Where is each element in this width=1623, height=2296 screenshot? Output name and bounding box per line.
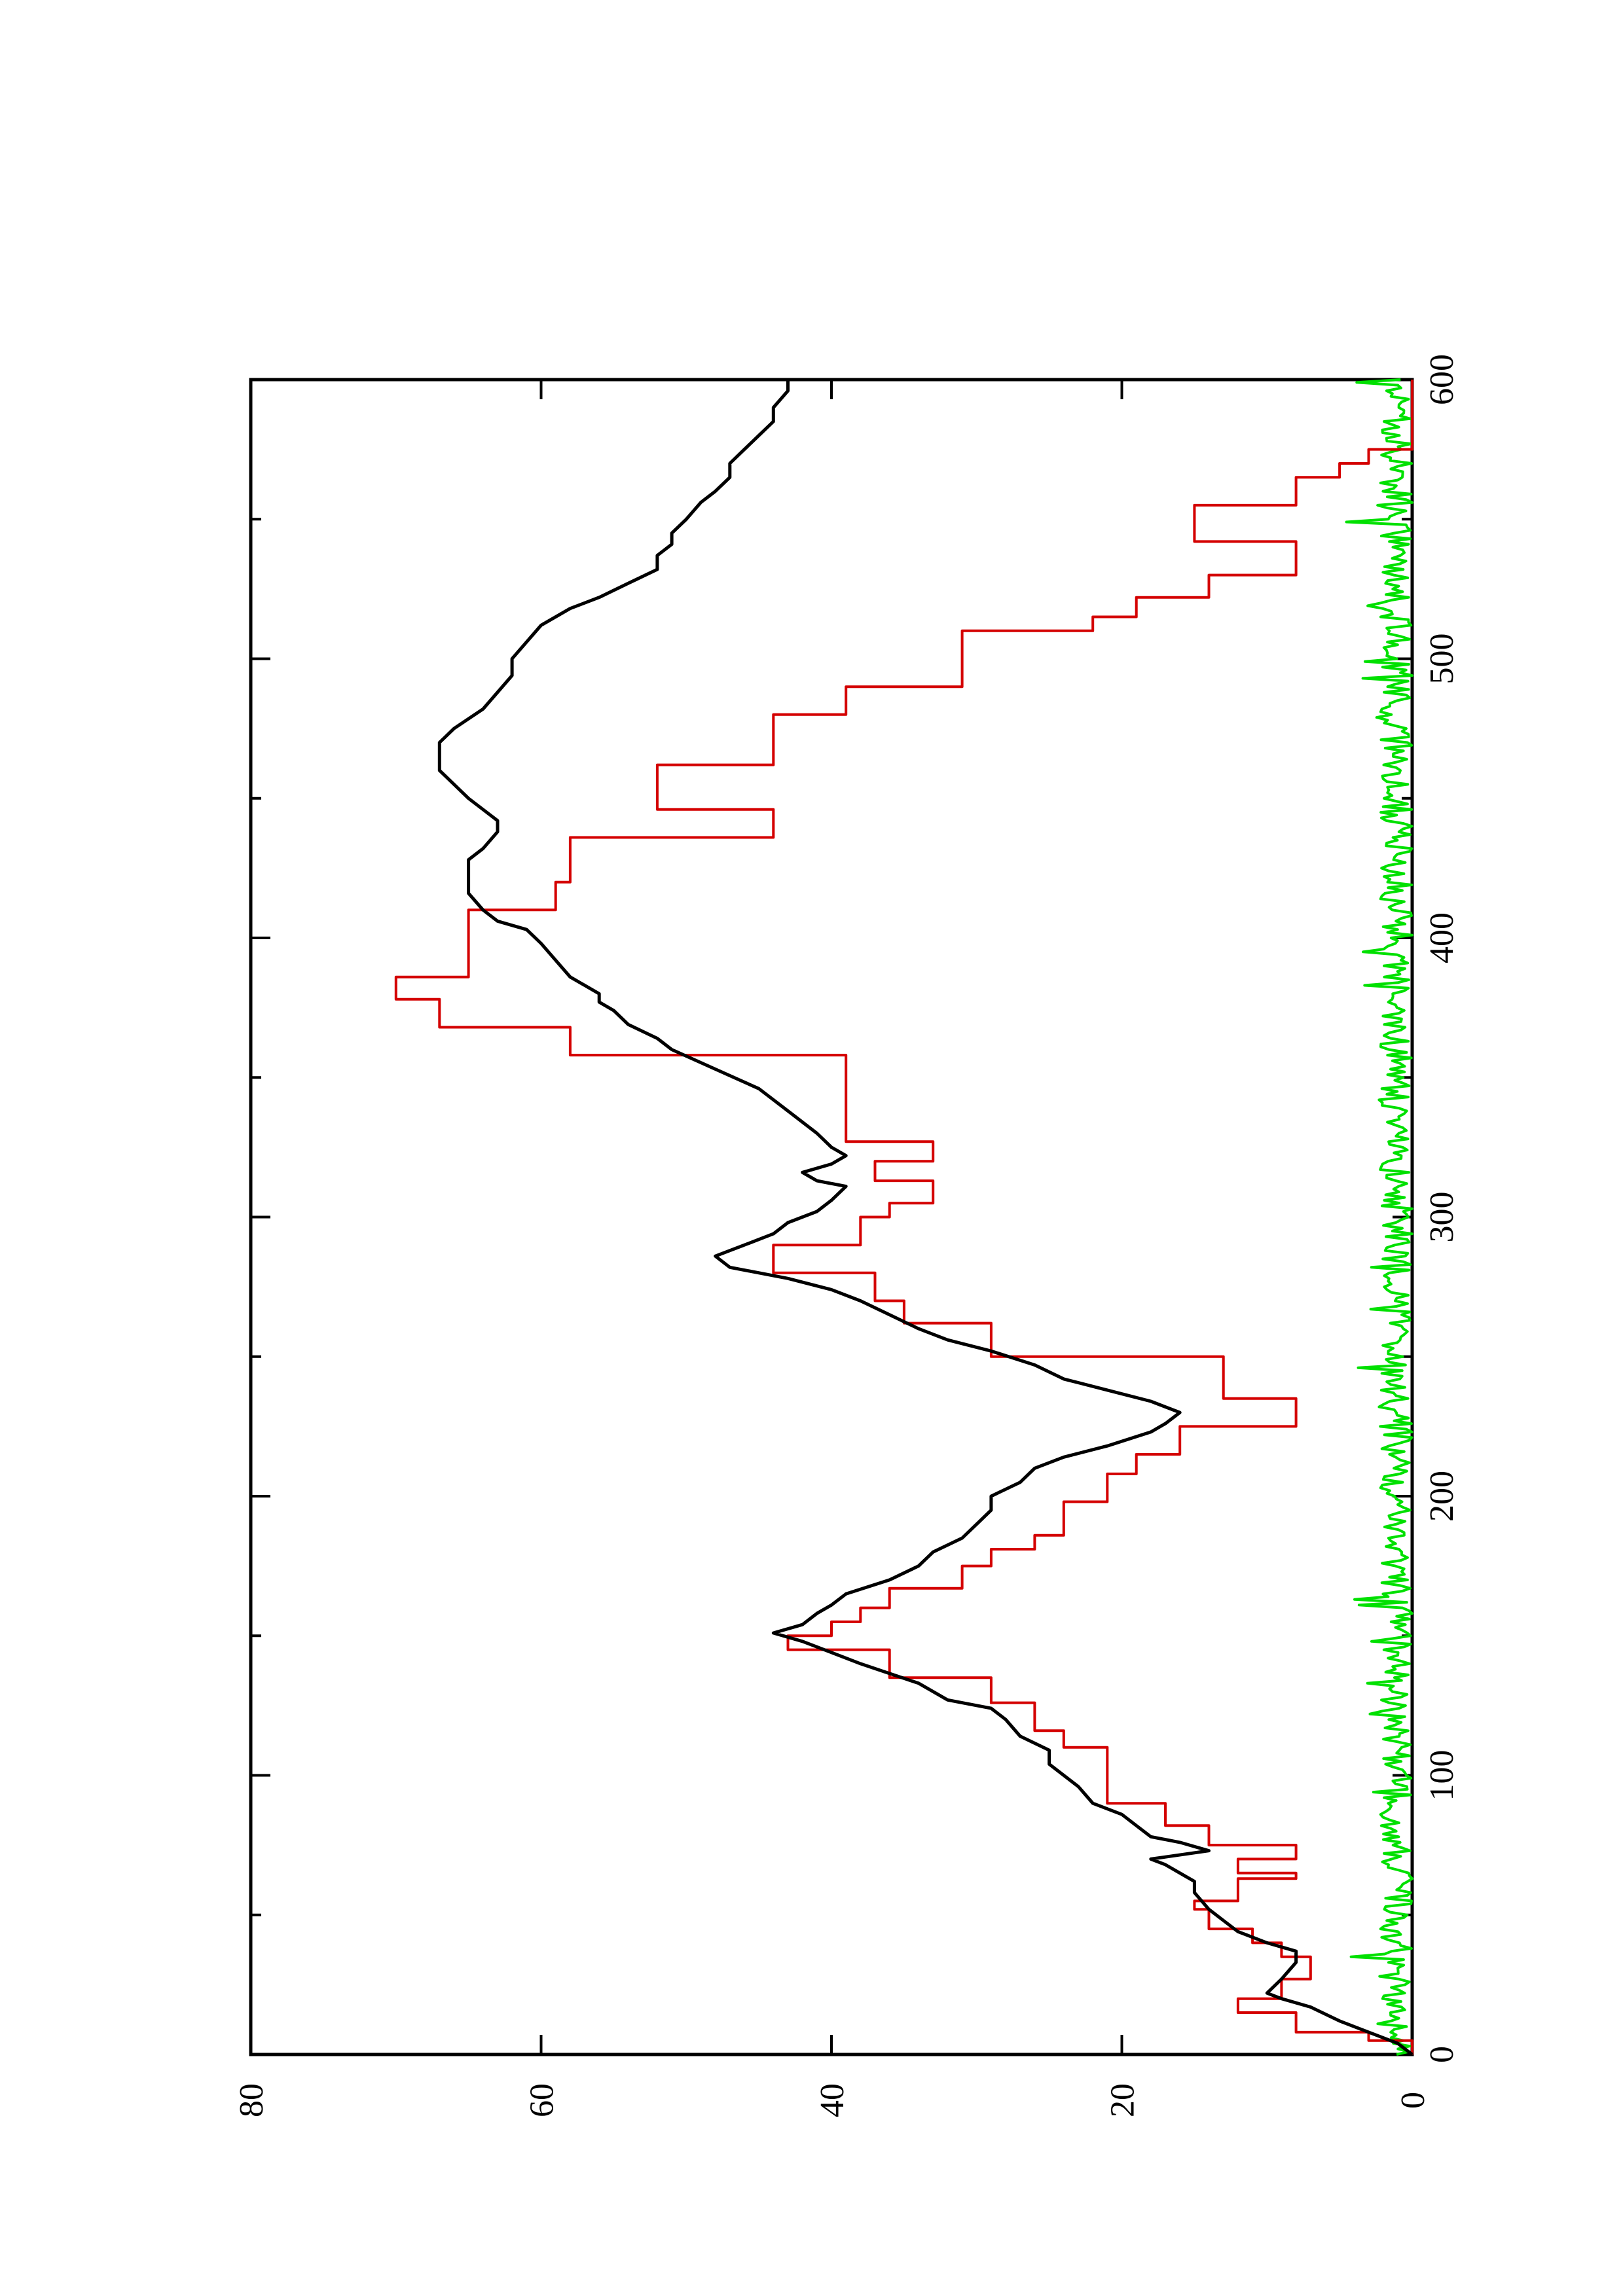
- y-tick-label: 0: [1395, 2092, 1432, 2109]
- series-red-step-line: [394, 380, 1413, 2054]
- x-tick-label: 600: [1423, 354, 1461, 405]
- y-tick-label: 40: [814, 2083, 851, 2117]
- y-tick-label: 20: [1104, 2083, 1142, 2117]
- y-tick-label: 80: [233, 2083, 270, 2117]
- series-green-noise-line: [1345, 378, 1413, 2056]
- x-tick-label: 500: [1423, 634, 1461, 685]
- x-tick-label: 100: [1423, 1750, 1461, 1801]
- x-tick-label: 400: [1423, 912, 1461, 963]
- x-tick-label: 0: [1423, 2046, 1461, 2063]
- x-tick-label: 200: [1423, 1471, 1461, 1522]
- y-tick-label: 60: [524, 2083, 561, 2117]
- series-black-line: [437, 380, 1413, 2056]
- x-tick-label: 300: [1423, 1192, 1461, 1243]
- plot-frame: [249, 378, 1414, 2056]
